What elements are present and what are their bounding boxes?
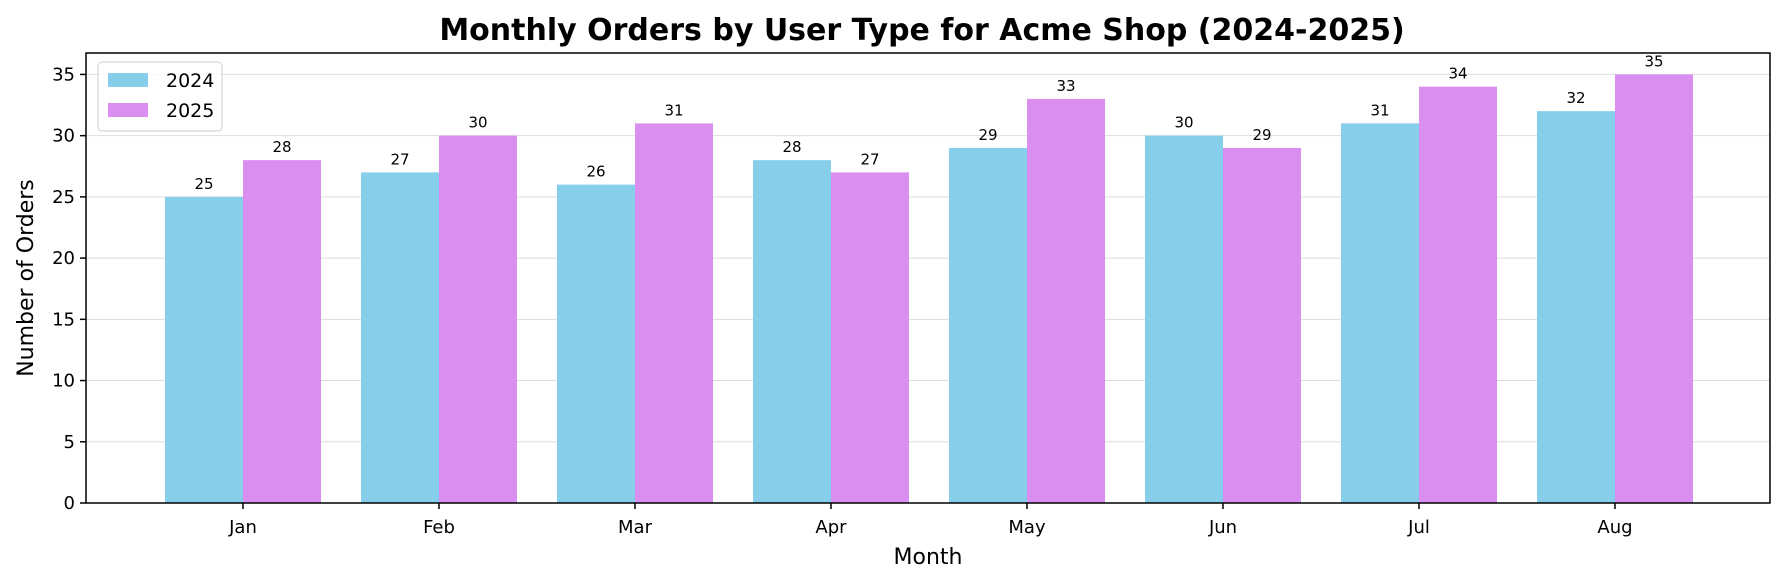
- y-tick-label: 10: [52, 371, 75, 392]
- bars: [165, 74, 1693, 504]
- x-tick-label: Apr: [815, 517, 847, 538]
- data-label: 25: [194, 175, 213, 193]
- data-label: 28: [782, 138, 801, 156]
- bar-2025-aug: [1615, 74, 1693, 503]
- bar-2025-apr: [831, 172, 909, 503]
- data-label: 35: [1644, 52, 1663, 70]
- x-axis: Jan Feb Mar Apr May Jun Jul Aug: [228, 503, 1633, 538]
- bar-2024-may: [949, 147, 1027, 504]
- bar-2025-jun: [1223, 147, 1301, 504]
- grid-lines: [86, 73, 1770, 504]
- legend-swatch-2025: [108, 103, 148, 117]
- x-tick-label: Jan: [228, 517, 257, 538]
- y-tick-label: 25: [52, 187, 75, 208]
- data-labels: 25 27 26 28 29 30 31 32 28 30 31 27 33 29 34 35: [194, 52, 1663, 192]
- y-axis: 0 5 10 15 20 25 30 35: [52, 64, 86, 514]
- bar-2024-feb: [361, 172, 439, 503]
- y-tick-label: 15: [52, 309, 75, 330]
- data-label: 33: [1056, 77, 1075, 95]
- data-label: 31: [664, 101, 683, 119]
- bar-2025-mar: [635, 123, 713, 503]
- y-tick-label: 35: [52, 64, 75, 85]
- data-label: 27: [390, 150, 409, 168]
- x-tick-label: Jun: [1208, 517, 1237, 538]
- data-label: 27: [860, 150, 879, 168]
- data-label: 26: [586, 163, 605, 181]
- bar-2025-may: [1027, 98, 1105, 503]
- y-tick-label: 0: [64, 493, 75, 514]
- y-tick-label: 20: [52, 248, 75, 269]
- x-tick-label: May: [1008, 517, 1046, 538]
- chart-title: Monthly Orders by User Type for Acme Sho…: [439, 13, 1404, 48]
- bar-2024-aug: [1537, 111, 1615, 503]
- data-label: 28: [272, 138, 291, 156]
- data-label: 30: [1174, 114, 1193, 132]
- bar-2024-jul: [1341, 123, 1419, 503]
- data-label: 32: [1566, 89, 1585, 107]
- data-label: 31: [1370, 101, 1389, 119]
- bar-2024-jan: [165, 196, 243, 503]
- bar-2024-apr: [753, 160, 831, 503]
- legend-swatch-2024: [108, 73, 148, 87]
- bar-2025-feb: [439, 135, 517, 503]
- y-tick-label: 30: [52, 126, 75, 147]
- bar-2024-jun: [1145, 135, 1223, 503]
- data-label: 30: [468, 114, 487, 132]
- legend: 2024 2025: [97, 61, 223, 132]
- bar-2025-jan: [243, 160, 321, 503]
- x-tick-label: Aug: [1597, 517, 1632, 538]
- x-tick-label: Jul: [1407, 517, 1430, 538]
- legend-label: 2025: [166, 100, 214, 122]
- legend-label: 2024: [166, 70, 214, 92]
- data-label: 29: [978, 126, 997, 144]
- data-label: 34: [1448, 65, 1467, 83]
- bar-2025-jul: [1419, 86, 1497, 504]
- y-tick-label: 5: [64, 432, 75, 453]
- plot-frame: [85, 52, 1771, 504]
- x-tick-label: Mar: [618, 517, 653, 538]
- bar-2024-mar: [557, 184, 635, 503]
- data-label: 29: [1252, 126, 1271, 144]
- y-axis-label: Number of Orders: [14, 179, 39, 377]
- x-tick-label: Feb: [423, 517, 455, 538]
- x-axis-label: Month: [894, 545, 963, 570]
